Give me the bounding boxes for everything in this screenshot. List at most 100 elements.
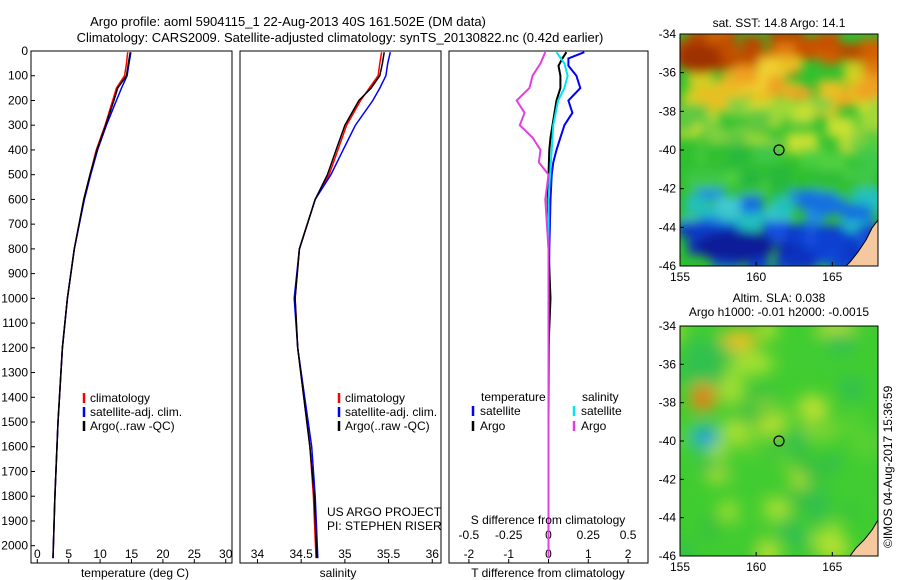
figure-title-line1: Argo profile: aoml 5904115_1 22-Aug-2013… (90, 14, 486, 29)
sla-patch (762, 497, 791, 521)
x-tick-label: 0 (34, 547, 41, 561)
x-tick-label: 20 (156, 547, 170, 561)
sst-patch (867, 43, 878, 62)
sla-map-panel: Altim. SLA: 0.038 Argo h1000: -0.01 h200… (659, 291, 879, 574)
sla-patch (700, 431, 712, 443)
sst-map-panel: sat. SST: 14.8 Argo: 14.1 155 160 165 -34 -3… (659, 16, 879, 284)
sst-patch (786, 132, 818, 154)
sla-patch (837, 419, 865, 432)
sst-patch (738, 213, 757, 235)
sla-patch (773, 448, 794, 470)
sst-argo-location-marker (773, 144, 785, 156)
imos-timestamp: ©IMOS 04-Aug-2017 15:36:59 (881, 385, 895, 548)
map-y-tick-label: -36 (659, 66, 677, 80)
sst-patch (787, 250, 816, 266)
sst-patch (768, 34, 791, 46)
x-tick-label: 5 (65, 547, 72, 561)
sla-patch (797, 395, 828, 421)
legend-entry: satellite-adj. clim. (345, 405, 437, 419)
sst-patch (862, 188, 878, 206)
sla-patch (758, 539, 780, 556)
sst-patch (822, 239, 848, 252)
difference-series (515, 51, 585, 559)
sst-patch (858, 111, 878, 131)
sst-patch (780, 34, 804, 44)
sst-patch (868, 98, 878, 113)
map-x-tick-label: 155 (670, 560, 690, 574)
sla-land (849, 519, 878, 556)
depth-tick-label: 1200 (1, 341, 28, 355)
sla-patch (849, 428, 878, 460)
sla-patch (680, 538, 693, 556)
salinity-axis: 34 34.5 35 35.5 36 (251, 547, 439, 563)
x-tick-label: 15 (125, 547, 139, 561)
sst-patch (821, 50, 842, 65)
depth-tick-label: 1000 (1, 291, 28, 305)
sla-patch (730, 351, 775, 375)
s-tick-label: 0.25 (577, 528, 601, 542)
legend-title-salinity: salinity (582, 390, 619, 404)
sst-patch (740, 195, 763, 213)
sst-patch (815, 153, 847, 172)
legend-entry: Argo(..raw -QC) (90, 419, 175, 433)
map-x-tick-label: 165 (822, 270, 842, 284)
sst-patch (687, 34, 709, 45)
depth-tick-label: 600 (8, 192, 28, 206)
depth-tick-label: 0 (21, 44, 28, 58)
depth-tick-label: 2000 (1, 539, 28, 553)
map-y-tick-label: -36 (659, 357, 677, 371)
sst-patch (680, 112, 694, 133)
series-line (294, 52, 385, 559)
sla-patch (824, 521, 843, 554)
sst-patch (728, 146, 749, 162)
sst-patch (764, 167, 792, 181)
sst-patch (818, 34, 840, 52)
sst-patch (796, 194, 829, 210)
legend-title-temperature: temperature (481, 390, 546, 404)
sst-patch (789, 42, 814, 61)
legend-entry: Argo (581, 419, 607, 433)
sst-patch (688, 69, 713, 89)
series-line (52, 52, 131, 559)
map-y-tick-label: -46 (659, 549, 677, 563)
sla-patch (759, 402, 787, 418)
sst-map-title: sat. SST: 14.8 Argo: 14.1 (713, 16, 846, 30)
x-tick-label: 36 (426, 547, 440, 561)
map-y-tick-label: -42 (659, 472, 677, 486)
legend-entry: Argo (480, 419, 506, 433)
depth-tick-label: 500 (8, 168, 28, 182)
sst-patch (732, 66, 758, 85)
map-y-tick-label: -34 (659, 319, 677, 333)
salinity-series (293, 52, 392, 559)
sla-patch (699, 515, 720, 542)
sst-patch (768, 99, 795, 119)
x-tick-label: 25 (188, 547, 202, 561)
sla-map-title: Altim. SLA: 0.038 (733, 291, 826, 305)
sla-patch (732, 522, 760, 556)
map-y-tick-label: -40 (659, 434, 677, 448)
legend-entry: Argo(..raw -QC) (345, 419, 430, 433)
depth-axis: 0 100 200 300 400 500 600 700 800 900 1000 1100 1200… (1, 44, 35, 553)
sla-patch (790, 524, 812, 552)
x-tick-label: 2 (625, 547, 632, 561)
map-y-tick-label: -42 (659, 182, 677, 196)
temperature-series (52, 52, 132, 559)
sla-patch (798, 460, 834, 481)
pi-label: PI: STEPHEN RISER (327, 519, 442, 533)
legend-entry: satellite-adj. clim. (90, 405, 182, 419)
map-y-tick-label: -38 (659, 396, 677, 410)
sla-patch (789, 334, 834, 368)
sla-patch (739, 475, 768, 497)
depth-tick-label: 900 (8, 267, 28, 281)
map-x-tick-label: 160 (746, 560, 766, 574)
series-line (293, 52, 392, 559)
x-tick-label: 34.5 (289, 547, 313, 561)
sla-map-subtitle: Argo h1000: -0.01 h2000: -0.0015 (689, 305, 869, 319)
sst-patch (767, 77, 786, 96)
sla-field (680, 326, 878, 556)
salinity-axis-label: salinity (320, 566, 357, 580)
sla-patch (742, 457, 762, 478)
depth-tick-label: 1800 (1, 489, 28, 503)
salinity-panel: 34 34.5 35 35.5 36 climatologysatellite-adj.… (239, 50, 442, 580)
